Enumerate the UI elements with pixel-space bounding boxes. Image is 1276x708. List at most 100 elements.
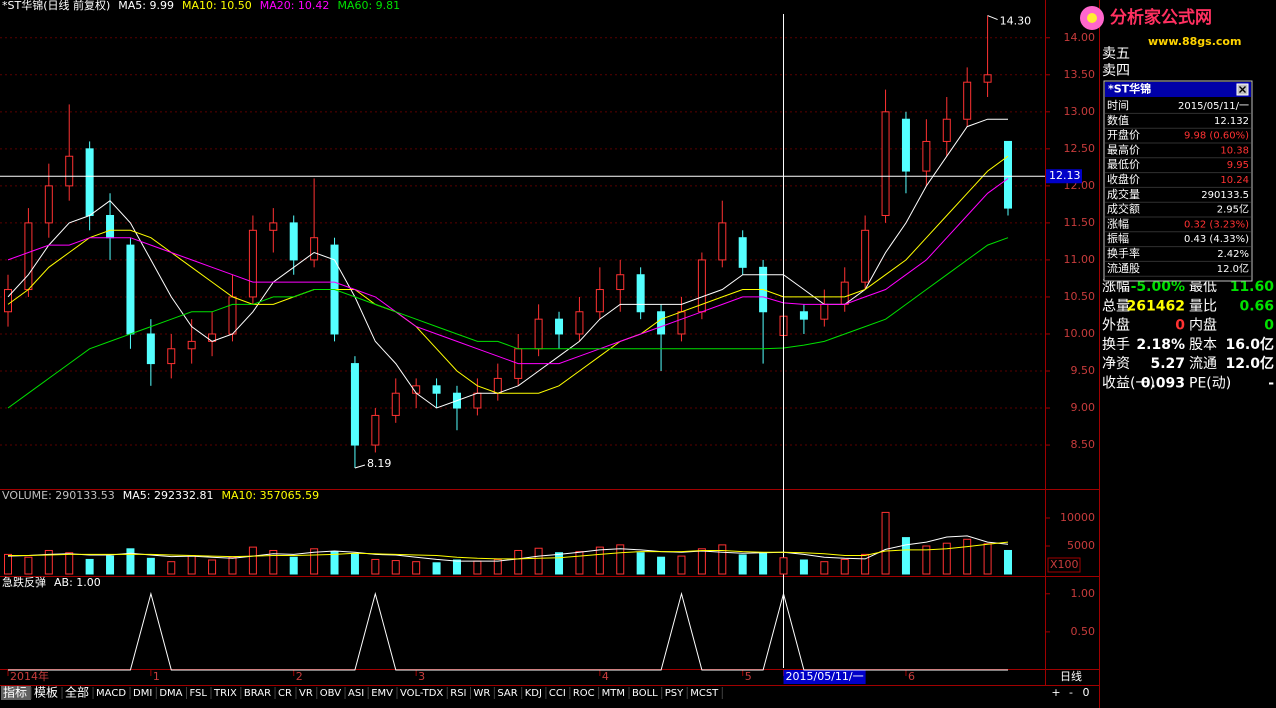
x-tick-label: 2015/05/11/一 xyxy=(786,670,864,683)
volume-bar xyxy=(534,547,543,575)
quote-value: 0 xyxy=(1264,318,1274,334)
y-tick-label: 9.00 xyxy=(1071,401,1096,414)
toolbar-tab[interactable]: CCI xyxy=(549,688,566,699)
order-book-label: 卖五 xyxy=(1102,46,1130,62)
toolbar-tab[interactable]: TRIX xyxy=(213,688,237,699)
volume-bar xyxy=(1004,549,1012,575)
toolbar-control[interactable]: 0 xyxy=(1083,686,1090,699)
candle-body xyxy=(391,392,400,416)
period-label: 日线 xyxy=(1060,669,1082,683)
order-book-label: 卖四 xyxy=(1102,63,1130,79)
popup-value: 2015/05/11/一 xyxy=(1178,101,1249,112)
toolbar-tab[interactable]: 模板 xyxy=(34,686,58,700)
candle-body xyxy=(310,237,319,261)
toolbar-tab[interactable]: 指标 xyxy=(3,685,27,700)
x-tick-label: 6 xyxy=(908,670,915,683)
min-marker xyxy=(354,464,366,469)
toolbar-tab[interactable]: MCST xyxy=(690,688,719,699)
quote-value: 12.0亿 xyxy=(1225,355,1274,372)
legend-entry: MA10: 357065.59 xyxy=(221,489,319,502)
legend-entry: MA60: 9.81 xyxy=(337,0,400,12)
volume-bar xyxy=(350,553,359,575)
toolbar-tab[interactable]: PSY xyxy=(665,688,684,699)
toolbar-control[interactable]: - xyxy=(1069,686,1073,699)
quote-label: 内盘 xyxy=(1189,317,1217,334)
candle-body xyxy=(44,185,53,224)
series-line xyxy=(7,535,1009,562)
volume-bar xyxy=(616,544,625,575)
quote-value: 2.18% xyxy=(1136,337,1185,353)
volume-bar xyxy=(922,545,931,575)
volume-bar xyxy=(636,552,645,575)
y-tick-label: 11.50 xyxy=(1064,216,1096,229)
toolbar-tab[interactable]: DMI xyxy=(133,688,152,699)
toolbar-tab[interactable]: MTM xyxy=(602,688,625,699)
candle-body xyxy=(432,385,441,394)
candle-body xyxy=(167,348,176,365)
volume-bar xyxy=(269,549,278,575)
series-line xyxy=(8,541,1009,560)
min-label: 8.19 xyxy=(367,457,392,470)
toolbar-tab[interactable]: DMA xyxy=(159,688,182,699)
y-tick-label: 13.50 xyxy=(1064,68,1096,81)
y-tick-label: 10000 xyxy=(1060,511,1095,524)
volume-bar xyxy=(452,559,461,575)
candle-body xyxy=(963,81,972,120)
candle-body xyxy=(636,274,645,313)
tab-active xyxy=(1,686,32,700)
volume-bar xyxy=(983,543,992,575)
toolbar-tab[interactable]: BRAR xyxy=(244,688,271,699)
toolbar-tab[interactable]: MACD xyxy=(96,688,126,699)
candle-body xyxy=(922,140,931,172)
toolbar-tab[interactable]: ROC xyxy=(573,688,595,699)
candle-body xyxy=(85,148,94,216)
candle-body xyxy=(942,118,951,142)
y-tick-label: 12.50 xyxy=(1064,142,1096,155)
candle-body xyxy=(738,237,747,268)
toolbar-control[interactable]: + xyxy=(1051,686,1060,699)
toolbar-tab[interactable]: CR xyxy=(278,688,292,699)
volume-bar xyxy=(391,560,400,575)
legend-entry: MA20: 10.42 xyxy=(260,0,330,12)
quote-value: 0.66 xyxy=(1239,298,1274,314)
unit-label: X100 xyxy=(1050,558,1079,571)
toolbar-tab[interactable]: VR xyxy=(299,688,313,699)
quote-label: 量比 xyxy=(1189,298,1217,314)
toolbar-tab[interactable]: BOLL xyxy=(632,688,658,699)
volume-bar xyxy=(820,561,829,575)
toolbar-tab[interactable]: RSI xyxy=(450,688,466,699)
toolbar-tab[interactable]: ASI xyxy=(348,688,364,699)
candle-body xyxy=(677,311,686,335)
y-tick-label: 13.00 xyxy=(1064,105,1096,118)
toolbar-tab[interactable]: EMV xyxy=(371,688,393,699)
volume-bar xyxy=(412,561,421,575)
toolbar-tab[interactable]: WR xyxy=(474,688,491,699)
quote-value: 0.093 xyxy=(1141,376,1185,392)
quote-label: 涨幅 xyxy=(1102,279,1130,295)
toolbar-tab[interactable]: FSL xyxy=(189,688,207,699)
volume-bar xyxy=(473,560,482,575)
volume-bar xyxy=(799,559,808,575)
toolbar-tab[interactable]: KDJ xyxy=(525,688,542,699)
volume-bar xyxy=(942,542,951,575)
candle-body xyxy=(228,296,237,335)
toolbar-tab[interactable]: OBV xyxy=(320,688,341,699)
volume-bar xyxy=(881,511,890,575)
y-tick-label: 9.50 xyxy=(1071,364,1096,377)
quote-value: 261462 xyxy=(1127,298,1185,314)
volume-bar xyxy=(371,558,380,575)
candle-body xyxy=(126,244,135,335)
popup-value: 290133.5 xyxy=(1201,190,1249,201)
popup-value: 12.0亿 xyxy=(1217,262,1249,275)
volume-bar xyxy=(779,557,788,575)
volume-bar xyxy=(677,555,686,575)
y-tick-label: 14.00 xyxy=(1064,31,1096,44)
toolbar-tab[interactable]: SAR xyxy=(497,688,517,699)
quote-value: 16.0亿 xyxy=(1225,336,1274,353)
volume-bar xyxy=(840,558,849,575)
toolbar-tab[interactable]: VOL-TDX xyxy=(400,688,443,699)
candle-body xyxy=(493,377,502,394)
toolbar-tab[interactable]: 全部 xyxy=(65,685,89,700)
popup-value: 12.132 xyxy=(1214,116,1249,127)
